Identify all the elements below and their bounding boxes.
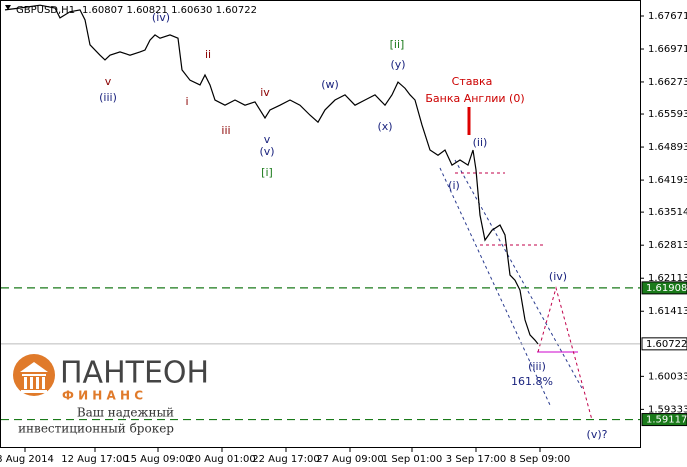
wave-label: ii: [205, 48, 211, 61]
y-tick-label: 1.60033: [648, 371, 687, 382]
wave-label: iv: [260, 86, 270, 99]
logo-slogan: Ваш надежный: [77, 406, 174, 420]
wave-label: [ii]: [390, 38, 405, 51]
wave-label: (ii): [473, 136, 488, 149]
wave-label: (iv): [152, 11, 170, 24]
price-label: 1.60722: [646, 339, 687, 350]
price-label-box: [641, 337, 687, 351]
y-tick-label: 1.62813: [648, 240, 687, 251]
wave-label: 161.8%: [511, 375, 553, 388]
chart-title: GBPUSD,H1: [16, 5, 75, 16]
y-tick-label: 1.66273: [648, 77, 687, 88]
wave-label: (y): [390, 58, 405, 71]
x-tick-label: 8 Aug 2014: [0, 454, 54, 465]
header-values: 1.60807 1.60821 1.60630 1.60722: [82, 5, 257, 16]
wave-label: (x): [377, 120, 392, 133]
wave-label: v: [105, 75, 112, 88]
y-tick-label: 1.63514: [648, 207, 687, 218]
wave-label: (v): [259, 145, 274, 158]
x-tick-label: 8 Sep 09:00: [510, 454, 570, 465]
x-tick-label: 15 Aug 09:00: [124, 454, 191, 465]
x-tick-label: 20 Aug 01:00: [188, 454, 255, 465]
wave-label: iii: [221, 124, 230, 137]
wave-label: (i): [448, 179, 460, 192]
y-tick-label: 1.61413: [648, 306, 687, 317]
logo: [13, 354, 55, 396]
menu-arrow: [5, 5, 11, 10]
wave-label: i: [185, 95, 188, 108]
x-tick-label: 12 Aug 17:00: [61, 454, 128, 465]
wave-label: [i]: [261, 166, 273, 179]
wave-label: Ставка: [452, 75, 493, 88]
logo-name: ПАНТЕОН: [60, 356, 209, 391]
analysis-lines: [439, 107, 593, 421]
x-tick-label: 22 Aug 17:00: [252, 454, 319, 465]
price-label: 1.61908: [646, 283, 687, 294]
y-tick-label: 1.64893: [648, 142, 687, 153]
y-tick-label: 1.62113: [648, 273, 687, 284]
y-tick-label: 1.64193: [648, 175, 687, 186]
y-tick-label: 1.67671: [648, 11, 687, 22]
wave-label: (iii): [528, 360, 546, 373]
price-label: 1.59117: [646, 415, 687, 426]
wave-label: v: [264, 133, 271, 146]
x-tick-label: 27 Aug 09:00: [316, 454, 383, 465]
wave-label: (iv): [549, 270, 567, 283]
logo-sub: Ф И Н А Н С: [62, 389, 143, 403]
x-tick-label: 1 Sep 01:00: [382, 454, 442, 465]
y-tick-label: 1.59333: [648, 404, 687, 415]
y-tick-label: 1.65593: [648, 109, 687, 120]
wave-label: (w): [321, 78, 339, 91]
logo-slogan: инвестиционный брокер: [18, 422, 174, 436]
price-label-box: [641, 281, 687, 295]
y-tick-label: 1.66971: [648, 44, 687, 55]
wave-label: Банка Англии (0): [425, 92, 524, 105]
price-label-box: [641, 413, 687, 427]
price-line: [4, 4, 539, 345]
x-tick-label: 3 Sep 17:00: [446, 454, 506, 465]
plot-frame: [0, 0, 641, 448]
wave-label: (iii): [99, 91, 117, 104]
wave-label: (v)?: [587, 428, 608, 441]
